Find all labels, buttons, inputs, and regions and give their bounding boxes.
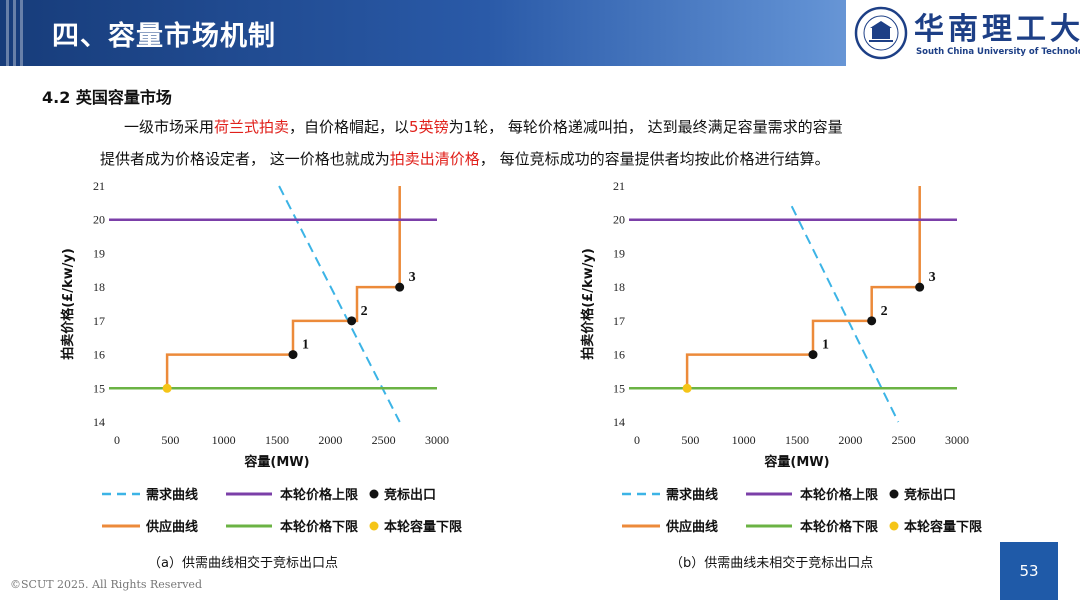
x-tick-label: 1500	[785, 433, 809, 447]
y-tick-label: 20	[93, 213, 105, 227]
header-stripes	[6, 0, 23, 66]
bid-point-label: 2	[881, 304, 888, 319]
y-tick-label: 16	[613, 348, 625, 362]
supply-curve	[685, 186, 921, 389]
legend-cap-label: 本轮价格上限	[800, 487, 879, 503]
text-span: ，自价格帽起，以	[289, 118, 410, 136]
bid-point-label: 2	[361, 304, 368, 319]
legend-supply-label: 供应曲线	[145, 519, 198, 535]
x-tick-label: 3000	[945, 433, 969, 447]
x-tick-label: 2500	[892, 433, 916, 447]
page-title: 四、容量市场机制	[52, 21, 276, 52]
y-tick-label: 21	[613, 179, 625, 193]
legend-bid-swatch	[369, 489, 379, 499]
x-tick-label: 2500	[372, 433, 396, 447]
x-axis-label: 容量(MW)	[243, 454, 309, 470]
y-tick-label: 17	[613, 314, 625, 328]
bid-exit-point	[867, 316, 877, 326]
y-tick-label: 18	[613, 280, 625, 294]
section-title: 4.2 英国容量市场	[42, 88, 172, 107]
supply-curve	[165, 186, 401, 389]
volume-floor-point	[162, 383, 172, 393]
page-number: 53	[1000, 542, 1058, 600]
y-axis-label: 拍卖价格(£/kw/y)	[580, 248, 596, 360]
y-tick-label: 14	[613, 415, 625, 429]
y-tick-label: 19	[613, 246, 625, 260]
bid-exit-point	[288, 350, 298, 360]
bid-point-label: 1	[302, 338, 309, 353]
y-tick-label: 14	[93, 415, 105, 429]
legend-volume-swatch	[889, 521, 899, 531]
university-name-en: South China University of Technology	[916, 47, 1080, 57]
text-span: 提供者成为价格设定者， 这一价格也就成为	[100, 150, 390, 168]
bid-exit-point	[395, 282, 405, 292]
x-tick-label: 1000	[212, 433, 236, 447]
y-tick-label: 15	[93, 381, 105, 395]
legend-cap-label: 本轮价格上限	[280, 487, 359, 503]
legend-demand-label: 需求曲线	[146, 487, 198, 503]
bid-exit-point	[915, 282, 925, 292]
highlight-clearing-price: 拍卖出清价格	[389, 150, 480, 168]
y-tick-label: 21	[93, 179, 105, 193]
x-tick-label: 500	[161, 433, 179, 447]
legend-bid-label: 竞标出口	[904, 487, 956, 503]
x-axis-label: 容量(MW)	[763, 454, 829, 470]
text-span: 为1轮， 每轮价格递减叫拍， 达到最终满足容量需求的容量	[448, 118, 843, 136]
demand-curve	[790, 205, 900, 423]
legend-floor-label: 本轮价格下限	[800, 519, 879, 535]
university-logo: 华南理工大学 South China University of Technol…	[846, 0, 1080, 66]
highlight-dutch-auction: 荷兰式拍卖	[214, 118, 290, 136]
x-tick-label: 1000	[732, 433, 756, 447]
legend-volume-label: 本轮容量下限	[384, 519, 463, 535]
x-tick-label: 3000	[425, 433, 449, 447]
text-span: 一级市场采用	[124, 118, 215, 136]
x-tick-label: 2000	[838, 433, 862, 447]
legend-floor-label: 本轮价格下限	[280, 519, 359, 535]
bid-exit-point	[347, 316, 357, 326]
y-axis-label: 拍卖价格(£/kw/y)	[60, 248, 76, 360]
legend-volume-swatch	[369, 521, 379, 531]
x-tick-label: 0	[634, 433, 640, 447]
y-tick-label: 20	[613, 213, 625, 227]
x-tick-label: 0	[114, 433, 120, 447]
highlight-five-pounds: 5英镑	[409, 118, 449, 136]
paragraph-line-1: 一级市场采用荷兰式拍卖，自价格帽起，以5英镑为1轮， 每轮价格递减叫拍， 达到最…	[124, 116, 1024, 137]
caption-a: （a）供需曲线相交于竞标出口点	[148, 556, 338, 571]
demand-curve	[278, 185, 401, 423]
paragraph-line-2: 提供者成为价格设定者， 这一价格也就成为拍卖出清价格， 每位竞标成功的容量提供者…	[100, 148, 1000, 169]
bid-point-label: 3	[929, 270, 936, 285]
x-tick-label: 1500	[265, 433, 289, 447]
bid-exit-point	[808, 350, 818, 360]
text-span: ， 每位竞标成功的容量提供者均按此价格进行结算。	[479, 150, 830, 168]
legend-demand-label: 需求曲线	[666, 487, 718, 503]
university-seal-icon	[854, 6, 908, 60]
x-tick-label: 2000	[318, 433, 342, 447]
x-tick-label: 500	[681, 433, 699, 447]
bid-point-label: 3	[409, 270, 416, 285]
bid-point-label: 1	[822, 338, 829, 353]
legend-bid-swatch	[889, 489, 899, 499]
legend-bid-label: 竞标出口	[384, 487, 436, 503]
y-tick-label: 17	[93, 314, 105, 328]
caption-b: （b）供需曲线未相交于竞标出口点	[670, 556, 874, 571]
volume-floor-point	[682, 383, 692, 393]
legend-supply-label: 供应曲线	[665, 519, 718, 535]
legend-volume-label: 本轮容量下限	[904, 519, 983, 535]
y-tick-label: 16	[93, 348, 105, 362]
y-tick-label: 18	[93, 280, 105, 294]
y-tick-label: 15	[613, 381, 625, 395]
university-name-cn: 华南理工大学	[914, 12, 1080, 47]
header-bar: 四、容量市场机制 华南理工大学 South China University o…	[0, 0, 1080, 66]
y-tick-label: 19	[93, 246, 105, 260]
copyright-text: ©SCUT 2025. All Rights Reserved	[10, 578, 202, 591]
